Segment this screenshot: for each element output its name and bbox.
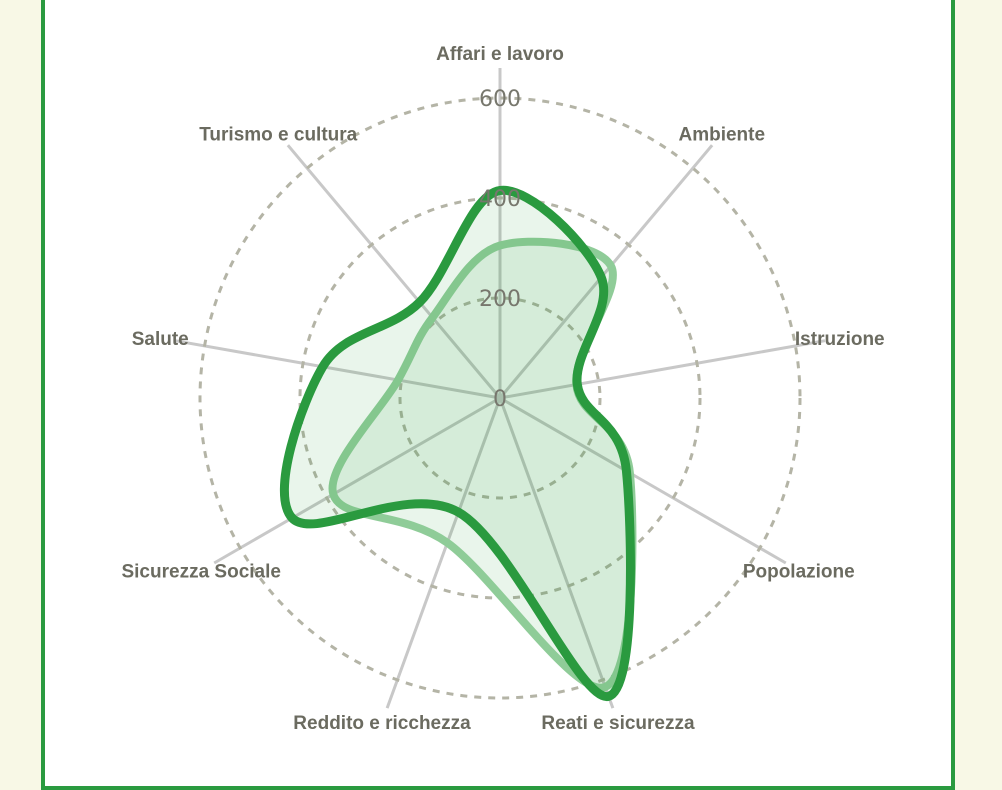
grid-circle xyxy=(198,96,802,700)
axis-label: Popolazione xyxy=(743,562,855,583)
axis-label: Ambiente xyxy=(678,125,765,146)
tick-label: 600 xyxy=(479,87,521,112)
spoke-line xyxy=(213,396,501,565)
series-layer xyxy=(279,185,637,701)
axis-label: Istruzione xyxy=(795,329,885,350)
grid xyxy=(174,68,826,709)
axis-label: Reati e sicurezza xyxy=(541,713,695,734)
spoke-line xyxy=(499,339,826,400)
axis-label: Sicurezza Sociale xyxy=(121,562,280,583)
spoke-line xyxy=(498,397,615,709)
series-2-area xyxy=(279,185,635,701)
spoke-line xyxy=(174,339,501,400)
grid-circle xyxy=(398,296,602,500)
axis-label: Affari e lavoro xyxy=(436,44,564,65)
tick-label: 400 xyxy=(479,187,521,212)
tick-label: 0 xyxy=(493,387,507,412)
axis-label: Turismo e cultura xyxy=(199,125,357,146)
spoke-line xyxy=(385,397,502,709)
axis-label: Reddito e ricchezza xyxy=(293,713,471,734)
axis-label: Salute xyxy=(132,329,189,350)
spoke-line xyxy=(286,144,502,399)
axis-labels: Affari e lavoro Ambiente Istruzione Popolaz… xyxy=(121,44,884,734)
spoke-line xyxy=(499,396,787,565)
tick-labels: 0 200 400 600 xyxy=(479,87,521,412)
spoke-line xyxy=(498,144,714,399)
tick-label: 200 xyxy=(479,287,521,312)
